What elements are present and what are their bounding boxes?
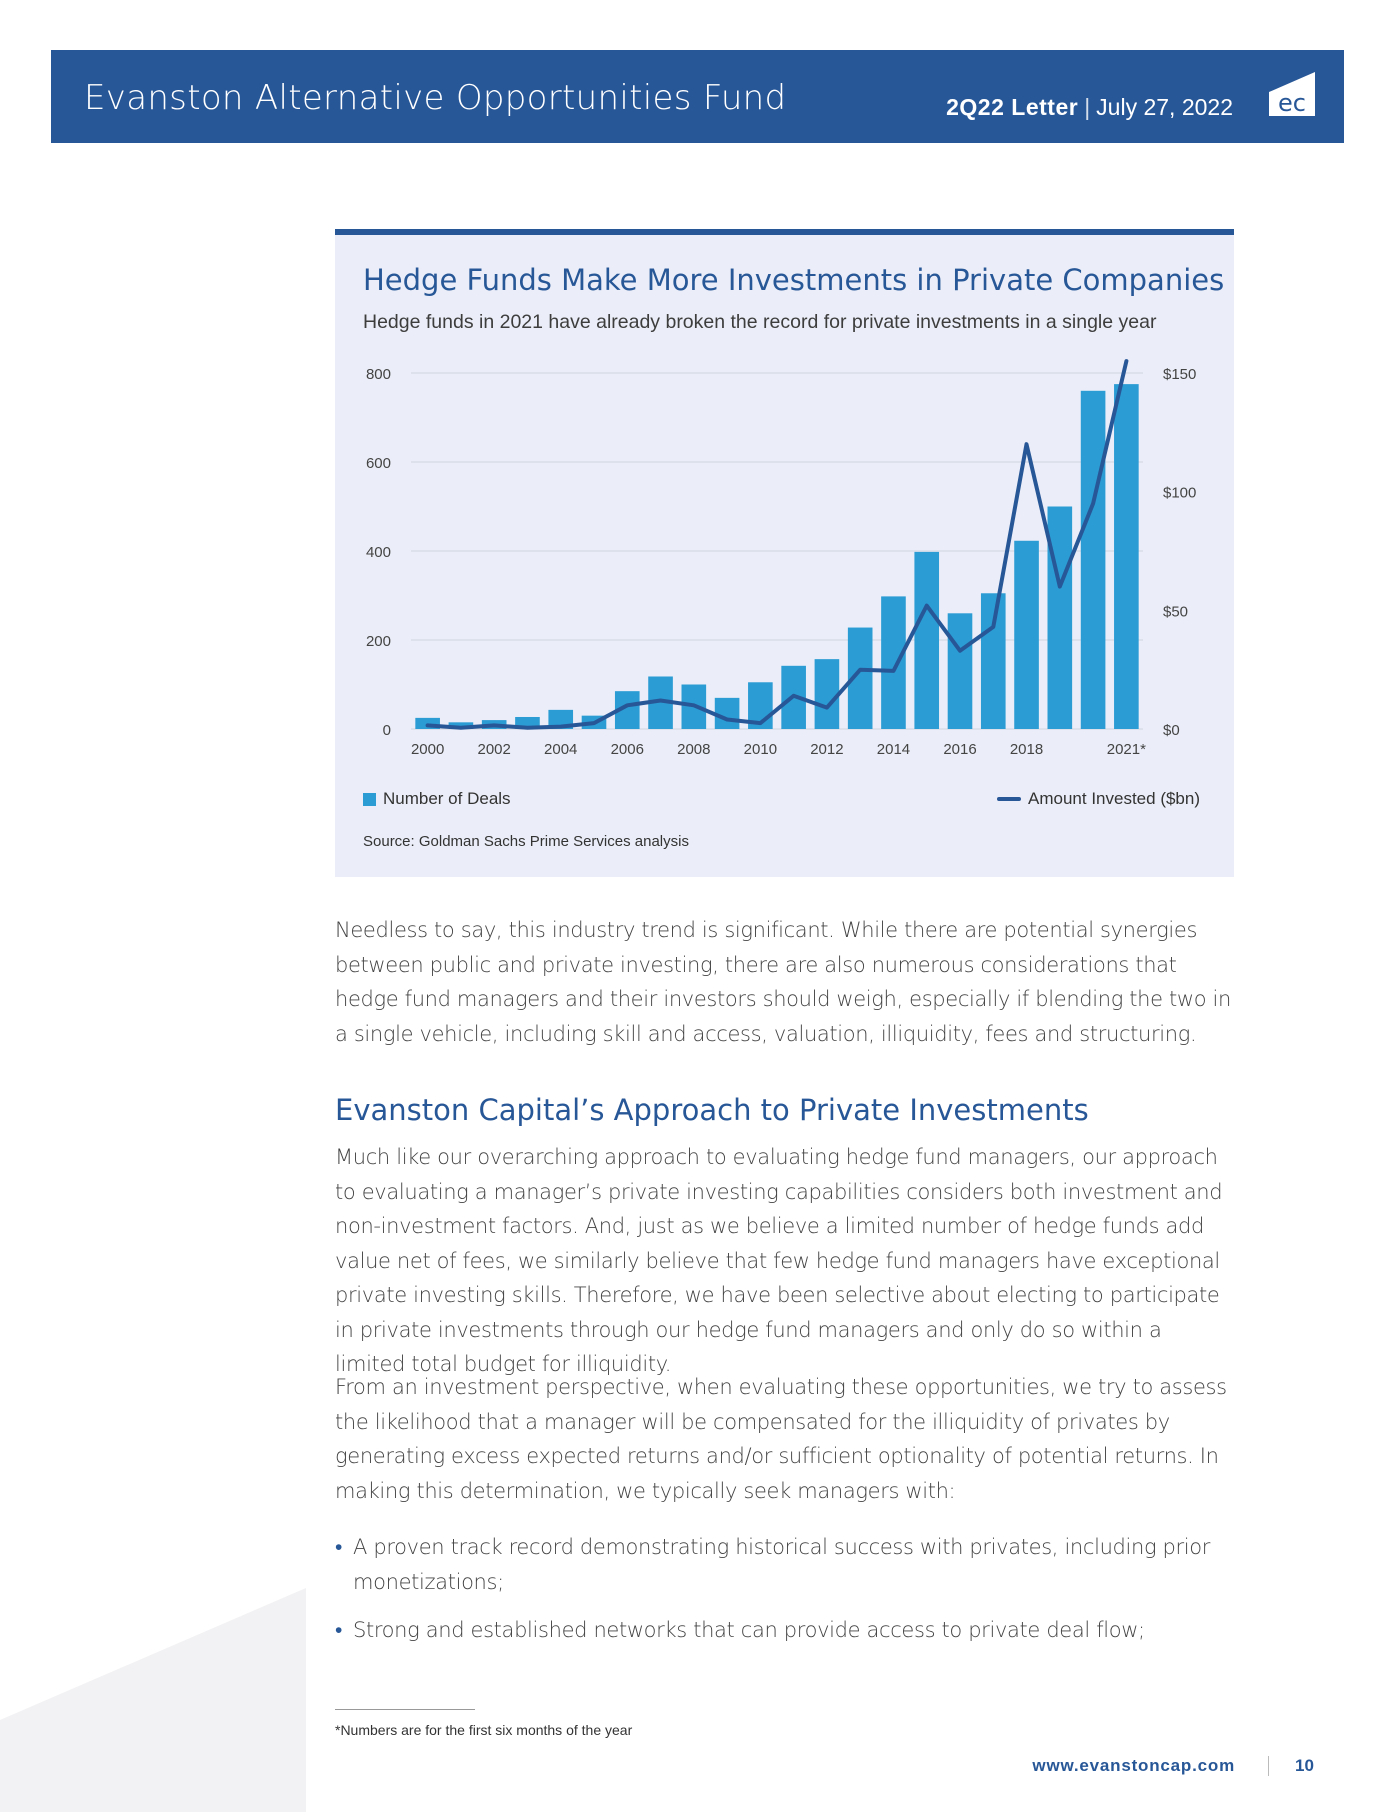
chart-subtitle: Hedge funds in 2021 have already broken … bbox=[363, 311, 1157, 333]
x-tick-label: 2000 bbox=[411, 741, 444, 758]
y-right-tick-label: $50 bbox=[1163, 603, 1188, 620]
y-right-tick-label: $0 bbox=[1163, 722, 1180, 739]
bar bbox=[980, 593, 1006, 729]
letter-date: July 27, 2022 bbox=[1096, 94, 1233, 120]
x-tick-label: 2012 bbox=[810, 741, 843, 758]
list-item: A proven track record demonstrating hist… bbox=[335, 1530, 1235, 1599]
y-left-tick-label: 800 bbox=[366, 366, 391, 383]
chart-panel: Hedge Funds Make More Investments in Pri… bbox=[335, 229, 1234, 877]
bar bbox=[914, 551, 940, 729]
x-tick-label: 2002 bbox=[477, 741, 510, 758]
x-tick-label: 2014 bbox=[877, 741, 910, 758]
combo-chart: 0 200 400 600 800 $0 $50 $100 $150 2000 2002 2004 20… bbox=[366, 359, 1196, 758]
legend-bar-swatch bbox=[363, 792, 376, 806]
bar bbox=[881, 596, 906, 729]
footer-divider bbox=[1268, 1756, 1269, 1776]
bar bbox=[714, 697, 740, 729]
bar bbox=[1114, 384, 1139, 729]
logo-text: ec bbox=[1278, 89, 1306, 116]
paragraph-1: Needless to say, this industry trend is … bbox=[335, 918, 1231, 1046]
x-tick-label: 2010 bbox=[744, 741, 777, 758]
chart-title: Hedge Funds Make More Investments in Pri… bbox=[363, 263, 1225, 297]
y-left-tick-label: 400 bbox=[366, 544, 391, 561]
letter-label: 2Q22 Letter bbox=[946, 94, 1079, 120]
bar bbox=[448, 722, 474, 729]
page-number: 10 bbox=[1295, 1756, 1314, 1775]
bar bbox=[1080, 390, 1106, 729]
series-line-amount-invested bbox=[425, 359, 1129, 730]
legend-line-swatch bbox=[997, 797, 1022, 801]
list-item: Strong and established networks that can… bbox=[335, 1613, 1235, 1648]
letter-date-block: 2Q22 Letter | July 27, 2022 bbox=[946, 94, 1233, 121]
y-left-tick-label: 200 bbox=[366, 633, 391, 650]
paragraph-3: From an investment perspective, when eva… bbox=[335, 1375, 1227, 1503]
legend-number-of-deals: Number of Deals bbox=[363, 789, 511, 809]
y-right-tick-label: $100 bbox=[1163, 485, 1196, 502]
paragraph-2: Much like our overarching approach to ev… bbox=[335, 1145, 1223, 1376]
legend-bars-label: Number of Deals bbox=[383, 789, 511, 808]
bar bbox=[1047, 506, 1073, 729]
x-tick-label: 2018 bbox=[1010, 741, 1043, 758]
x-tick-label: 2004 bbox=[544, 741, 577, 758]
bar bbox=[1014, 540, 1039, 729]
x-tick-label: 2008 bbox=[677, 741, 710, 758]
bar bbox=[947, 613, 973, 729]
fund-title: Evanston Alternative Opportunities Fund bbox=[84, 78, 787, 118]
footnote: *Numbers are for the first six months of… bbox=[335, 1722, 633, 1738]
header-separator: | bbox=[1084, 94, 1091, 120]
company-logo-icon: ec bbox=[1269, 72, 1315, 116]
page-header: Evanston Alternative Opportunities Fund … bbox=[51, 50, 1344, 143]
y-right-tick-label: $150 bbox=[1163, 366, 1196, 383]
y-left-tick-label: 0 bbox=[383, 722, 391, 739]
y-left-tick-label: 600 bbox=[366, 455, 391, 472]
section-heading: Evanston Capital’s Approach to Private I… bbox=[335, 1093, 1089, 1127]
chart-source: Source: Goldman Sachs Prime Services ana… bbox=[363, 833, 689, 850]
legend-line-label: Amount Invested ($bn) bbox=[1028, 789, 1200, 808]
bar bbox=[814, 659, 840, 729]
legend-amount-invested: Amount Invested ($bn) bbox=[997, 789, 1200, 809]
website-link[interactable]: www.evanstoncap.com bbox=[1032, 1756, 1235, 1775]
criteria-list: A proven track record demonstrating hist… bbox=[335, 1530, 1235, 1662]
x-tick-label: 2021* bbox=[1107, 741, 1146, 758]
x-tick-label: 2016 bbox=[943, 741, 976, 758]
x-tick-label: 2006 bbox=[611, 741, 644, 758]
footnote-divider bbox=[335, 1709, 475, 1710]
